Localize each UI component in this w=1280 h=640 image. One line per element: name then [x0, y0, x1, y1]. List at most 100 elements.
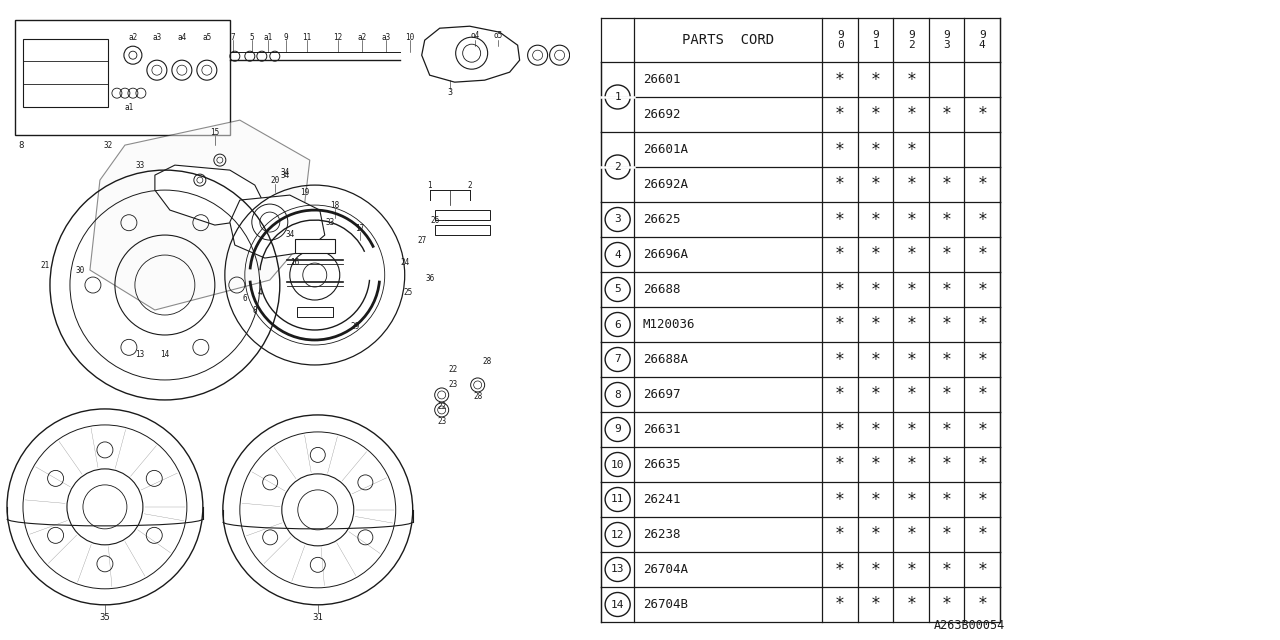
Text: a1: a1 — [264, 33, 273, 42]
Text: *: * — [835, 316, 845, 333]
Text: 5: 5 — [614, 285, 621, 294]
Text: *: * — [870, 490, 881, 509]
Text: 34: 34 — [285, 230, 294, 239]
Polygon shape — [155, 165, 265, 225]
Text: *: * — [906, 420, 916, 438]
Text: 3: 3 — [614, 214, 621, 225]
Text: 10: 10 — [611, 460, 625, 470]
Text: *: * — [835, 175, 845, 193]
Text: 26241: 26241 — [643, 493, 680, 506]
Text: *: * — [906, 490, 916, 509]
Text: 32: 32 — [104, 141, 113, 150]
Text: *: * — [942, 595, 952, 614]
Text: A263B00054: A263B00054 — [934, 619, 1005, 632]
Text: *: * — [942, 175, 952, 193]
Text: 34: 34 — [280, 171, 289, 180]
Text: 36: 36 — [425, 273, 434, 282]
Text: 7: 7 — [614, 355, 621, 365]
Text: 26631: 26631 — [643, 423, 680, 436]
Text: *: * — [942, 351, 952, 369]
Text: 28: 28 — [483, 358, 492, 367]
Text: 25: 25 — [403, 287, 412, 296]
Text: 14: 14 — [611, 600, 625, 609]
Text: 15: 15 — [210, 127, 219, 136]
Text: 12: 12 — [333, 33, 342, 42]
Text: 2: 2 — [467, 180, 472, 189]
Text: 3: 3 — [447, 88, 452, 97]
Text: *: * — [906, 141, 916, 159]
Text: *: * — [870, 106, 881, 124]
Text: a2: a2 — [128, 33, 137, 42]
Text: a5: a5 — [202, 33, 211, 42]
Text: 9
1: 9 1 — [873, 30, 879, 50]
Text: *: * — [870, 246, 881, 264]
Text: a3: a3 — [152, 33, 161, 42]
Text: 33: 33 — [136, 161, 145, 170]
Text: *: * — [977, 595, 987, 614]
Bar — [23, 39, 108, 107]
Text: 9
0: 9 0 — [837, 30, 844, 50]
Text: *: * — [870, 420, 881, 438]
Text: *: * — [870, 385, 881, 403]
Text: 6: 6 — [242, 294, 247, 303]
Text: *: * — [977, 490, 987, 509]
Text: *: * — [906, 175, 916, 193]
Text: 11: 11 — [302, 33, 311, 42]
Polygon shape — [90, 120, 310, 310]
Text: 13: 13 — [611, 564, 625, 575]
Text: 20: 20 — [270, 175, 279, 184]
Text: 26696A: 26696A — [643, 248, 687, 261]
Text: 9
2: 9 2 — [908, 30, 915, 50]
Text: 6: 6 — [614, 319, 621, 330]
Text: 2: 2 — [614, 162, 621, 172]
Text: 26692A: 26692A — [643, 178, 687, 191]
Text: 4: 4 — [257, 287, 262, 296]
Text: 22: 22 — [436, 403, 447, 412]
Text: *: * — [870, 141, 881, 159]
Text: 28: 28 — [474, 392, 483, 401]
Text: *: * — [942, 280, 952, 298]
Text: 26704B: 26704B — [643, 598, 687, 611]
Text: *: * — [942, 246, 952, 264]
Text: 26692: 26692 — [643, 108, 680, 121]
Text: *: * — [977, 175, 987, 193]
Text: *: * — [835, 525, 845, 543]
Text: *: * — [870, 351, 881, 369]
Text: 17: 17 — [355, 223, 365, 232]
Text: 14: 14 — [160, 351, 169, 360]
Text: 26704A: 26704A — [643, 563, 687, 576]
Text: 26601A: 26601A — [643, 143, 687, 156]
Text: 9
3: 9 3 — [943, 30, 950, 50]
Text: *: * — [977, 246, 987, 264]
Text: 4: 4 — [614, 250, 621, 259]
Text: *: * — [906, 246, 916, 264]
Text: 10: 10 — [404, 33, 415, 42]
Text: *: * — [942, 456, 952, 474]
Text: 27: 27 — [417, 236, 426, 244]
Text: *: * — [870, 211, 881, 228]
Text: *: * — [906, 595, 916, 614]
Bar — [435, 225, 490, 235]
Text: 12: 12 — [611, 529, 625, 540]
Polygon shape — [421, 26, 520, 82]
Text: *: * — [870, 561, 881, 579]
Text: 26601: 26601 — [643, 73, 680, 86]
Text: 8: 8 — [252, 305, 257, 314]
Text: *: * — [906, 525, 916, 543]
Text: *: * — [835, 280, 845, 298]
Text: a2: a2 — [357, 33, 366, 42]
Polygon shape — [230, 195, 325, 258]
Bar — [297, 307, 333, 317]
Text: *: * — [870, 456, 881, 474]
Text: 9: 9 — [283, 33, 288, 42]
Text: 8: 8 — [18, 141, 23, 150]
Text: 18: 18 — [330, 200, 339, 209]
Text: 34: 34 — [280, 168, 289, 177]
Text: *: * — [942, 490, 952, 509]
Text: *: * — [942, 420, 952, 438]
Text: 23: 23 — [448, 380, 457, 390]
Text: 22: 22 — [448, 365, 457, 374]
Text: a4: a4 — [177, 33, 187, 42]
Text: o4: o4 — [470, 31, 479, 40]
Text: *: * — [835, 456, 845, 474]
